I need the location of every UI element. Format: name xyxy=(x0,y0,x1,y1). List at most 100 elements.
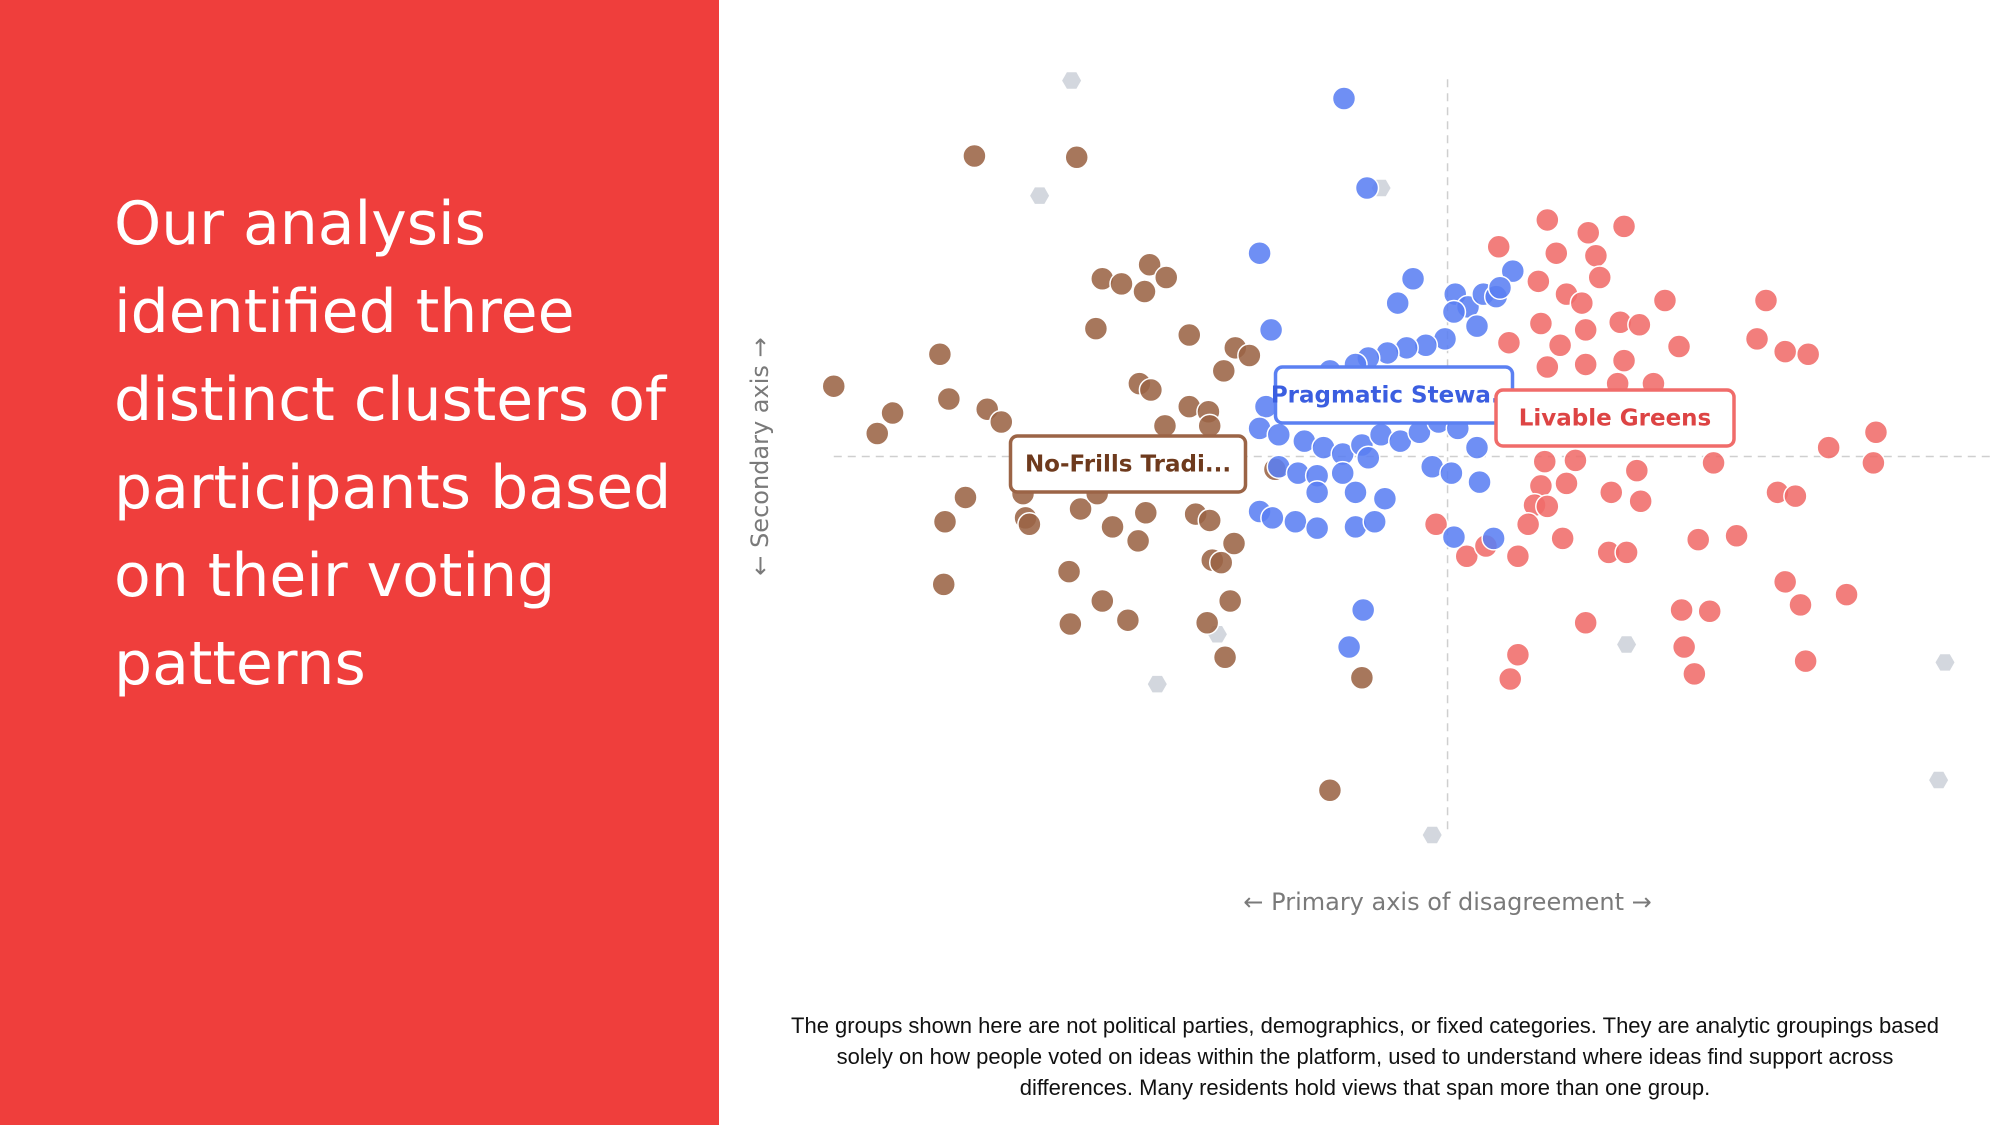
point xyxy=(1795,341,1821,367)
point xyxy=(1109,271,1134,297)
point xyxy=(1526,269,1551,294)
point xyxy=(1783,483,1808,509)
point xyxy=(1372,486,1398,511)
point xyxy=(1544,240,1569,266)
point xyxy=(1666,334,1692,359)
point xyxy=(1115,607,1141,633)
point xyxy=(1454,544,1480,569)
point xyxy=(880,400,905,426)
point xyxy=(1260,505,1285,531)
point xyxy=(1062,72,1082,89)
point xyxy=(1772,339,1798,364)
point xyxy=(1056,559,1082,584)
point xyxy=(1058,611,1083,637)
point xyxy=(1624,458,1650,483)
point xyxy=(1132,279,1157,304)
point xyxy=(1744,326,1770,352)
point xyxy=(932,509,958,534)
point xyxy=(1701,450,1726,476)
point xyxy=(1611,348,1637,373)
point xyxy=(1573,352,1598,377)
point xyxy=(936,386,962,412)
point xyxy=(1793,648,1818,674)
point xyxy=(1343,480,1368,505)
point xyxy=(1330,460,1355,486)
point xyxy=(1834,582,1859,607)
point xyxy=(1573,317,1598,343)
point xyxy=(1535,207,1560,233)
point xyxy=(1017,512,1042,537)
point xyxy=(1611,214,1637,239)
point xyxy=(1356,445,1381,471)
point xyxy=(1515,512,1541,537)
point xyxy=(1583,243,1609,269)
point xyxy=(1385,290,1410,316)
point xyxy=(1929,771,1949,789)
point xyxy=(1532,449,1558,474)
point xyxy=(1441,299,1467,325)
point xyxy=(1423,512,1449,537)
point xyxy=(1599,480,1624,505)
point xyxy=(1362,509,1387,534)
point xyxy=(1464,313,1490,339)
point xyxy=(1535,354,1560,380)
point xyxy=(1496,330,1522,355)
point xyxy=(1349,665,1375,690)
point xyxy=(1208,550,1234,575)
point xyxy=(1147,675,1167,693)
footnote: The groups shown here are not political … xyxy=(791,1013,1939,1100)
point xyxy=(1030,187,1050,204)
point xyxy=(1772,569,1798,595)
point xyxy=(1350,597,1376,623)
cluster-label-box xyxy=(1008,434,1248,494)
point xyxy=(1258,317,1284,343)
point xyxy=(1481,526,1506,551)
point xyxy=(1724,523,1749,549)
point xyxy=(864,421,890,446)
point xyxy=(1569,290,1595,316)
cluster-label: Pragmatic Stewa... xyxy=(1271,383,1517,409)
point xyxy=(1068,496,1093,522)
point xyxy=(1197,508,1222,533)
point xyxy=(931,572,956,597)
cluster-label: Livable Greens xyxy=(1519,406,1712,432)
point xyxy=(1211,358,1237,384)
point xyxy=(1697,599,1722,624)
point xyxy=(1090,588,1115,614)
point xyxy=(1354,175,1380,201)
point xyxy=(1505,544,1531,569)
point xyxy=(1627,312,1652,338)
point xyxy=(1304,515,1330,541)
point xyxy=(1317,778,1343,803)
point xyxy=(1863,419,1889,445)
point xyxy=(1152,413,1178,439)
point xyxy=(1467,469,1492,495)
point xyxy=(1528,311,1554,336)
point xyxy=(927,341,953,367)
point xyxy=(1628,489,1653,514)
point xyxy=(1064,145,1089,170)
point xyxy=(1487,275,1513,300)
point xyxy=(1573,610,1598,636)
point xyxy=(1652,288,1678,313)
point xyxy=(1500,258,1526,284)
series-points xyxy=(1423,207,1889,692)
point xyxy=(1497,666,1523,692)
point xyxy=(1194,610,1220,636)
point xyxy=(1439,460,1464,486)
point xyxy=(1753,288,1779,313)
point xyxy=(1221,531,1247,556)
y-axis-label: ← Secondary axis → xyxy=(746,337,774,575)
point xyxy=(1197,413,1222,439)
point xyxy=(1100,514,1125,540)
point xyxy=(1486,234,1511,260)
headline: Our analysis identified three distinct c… xyxy=(114,189,672,699)
point xyxy=(1304,480,1330,505)
point xyxy=(1685,527,1711,552)
point xyxy=(1935,654,1955,671)
point xyxy=(1464,435,1490,460)
point xyxy=(1137,252,1162,277)
point xyxy=(1614,540,1639,565)
